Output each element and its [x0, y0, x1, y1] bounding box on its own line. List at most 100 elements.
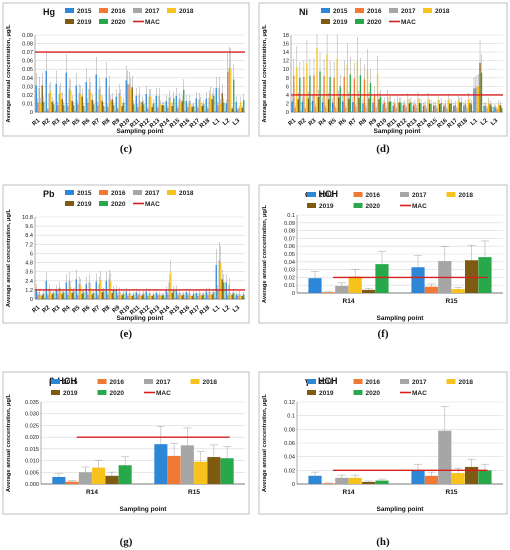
- y-tick-label: 0.08: [22, 42, 33, 48]
- bar-2018-L1: [220, 103, 222, 112]
- bar-2020-R14: [375, 264, 389, 293]
- bar-2019-R3: [61, 293, 63, 299]
- bar-2019-L3: [499, 105, 501, 112]
- bar-2015-R15: [154, 444, 168, 484]
- bar-2015-L2: [483, 106, 485, 112]
- x-axis-label: Sampling point: [377, 506, 425, 513]
- bar-2015-R15: [175, 289, 177, 299]
- y-tick-label: 0.1: [287, 213, 295, 219]
- bar-2015-R14: [308, 278, 322, 293]
- y-tick-label: 0.020: [25, 435, 39, 441]
- bar-2015-R3: [55, 83, 57, 112]
- bar-2018-R9: [120, 96, 122, 112]
- x-tick-label: R8: [102, 305, 112, 315]
- bar-2018-R18: [467, 99, 470, 112]
- bar-2016-R14: [321, 483, 336, 484]
- bar-2018-R1: [40, 295, 42, 299]
- bar-2019-R7: [358, 97, 360, 112]
- bar-2016-R5: [77, 104, 79, 112]
- y-tick-label: 0.025: [25, 423, 39, 429]
- legend-swatch-2020: [99, 201, 108, 206]
- legend-label-2020: 2020: [366, 390, 381, 397]
- legend: 2015 2016 2017 2018 2019 2020 MAC: [65, 8, 194, 26]
- x-tick-label: R6: [82, 305, 92, 315]
- bar-2020-R12: [153, 103, 155, 112]
- y-tick-label: 0.12: [284, 400, 295, 406]
- legend-label-2019: 2019: [319, 203, 334, 210]
- legend-swatch-2020: [353, 203, 363, 208]
- bar-2017-R7: [355, 106, 357, 112]
- bar-2020-R8: [113, 105, 115, 112]
- bar-2018-R1: [40, 102, 42, 112]
- bar-2015-R7: [95, 74, 97, 112]
- legend: 2015 2016 2017 2018 2019 2020 MAC: [321, 8, 450, 26]
- chart-title: Pb: [43, 189, 55, 199]
- x-tick-label: R11: [129, 305, 142, 317]
- bar-2017-R11: [138, 94, 140, 112]
- legend: 2015 2016 2017 2018 2019 2020 MAC: [307, 379, 473, 397]
- bar-2015-R10: [125, 80, 127, 112]
- bar-2015-R18: [205, 291, 207, 299]
- bar-2020-R9: [379, 97, 382, 112]
- bar-2019-R14: [428, 103, 431, 112]
- bar-2020-R7: [359, 75, 362, 112]
- bar-2018-R3: [316, 47, 318, 113]
- bar-2018-R9: [376, 73, 379, 112]
- bar-2018-R17: [457, 100, 459, 112]
- panel-frame: [2, 371, 250, 515]
- bar-2015-R14: [52, 476, 66, 484]
- bar-2018-L3: [498, 104, 500, 112]
- bar-2018-R10: [387, 97, 389, 112]
- bar-2018-L2: [230, 68, 232, 112]
- bar-2015-R4: [65, 72, 67, 112]
- y-axis-label: Average annual concentration, µg/L: [262, 24, 268, 123]
- legend-label-MAC: MAC: [401, 19, 416, 26]
- bar-2017-R18: [208, 291, 210, 299]
- bar-2019-R5: [338, 97, 340, 112]
- x-tick-label: L2: [222, 305, 232, 315]
- bar-2018-R11: [140, 295, 142, 299]
- bar-2018-R14: [427, 99, 429, 112]
- bar-2019-R13: [161, 105, 163, 112]
- bar-2017-L3: [496, 109, 498, 112]
- x-tick-label: R7: [92, 118, 102, 128]
- bar-2019-R15: [438, 103, 441, 112]
- legend-label-2016: 2016: [367, 8, 382, 15]
- bar-2019-R17: [459, 102, 461, 112]
- bar-2019-R16: [191, 295, 193, 299]
- y-tick-label: 4: [286, 93, 289, 99]
- bar-2015-R14: [165, 100, 167, 112]
- bar-2017-R14: [425, 108, 428, 112]
- panel-frame: [2, 184, 250, 324]
- bar-2018-R16: [190, 104, 192, 112]
- y-tick-label: 0.03: [22, 84, 33, 90]
- bar-2017-R17: [456, 108, 458, 112]
- bar-2016-R3: [57, 293, 59, 299]
- bar-2019-R2: [307, 98, 310, 112]
- bar-2020-R4: [73, 105, 75, 112]
- bar-2015-R15: [411, 267, 425, 293]
- legend-label-2015: 2015: [319, 379, 334, 386]
- bar-2018-R14: [170, 101, 172, 112]
- bar-2016-R16: [187, 295, 189, 299]
- bar-2019-R9: [378, 99, 380, 112]
- bar-2017-R14: [168, 282, 170, 299]
- bar-2018-L3: [240, 101, 242, 112]
- bar-2019-R7: [101, 100, 103, 112]
- bar-2016-R15: [177, 295, 179, 299]
- y-tick-label: 0.005: [25, 470, 39, 476]
- legend-swatch-2017: [133, 8, 142, 13]
- bar-2020-R14: [118, 465, 132, 484]
- bar-2020-R7: [103, 106, 105, 112]
- legend: 2015 2016 2017 2018 2019 2020 MAC: [307, 192, 473, 210]
- bar-2020-R3: [63, 292, 65, 299]
- bar-2016-R4: [67, 106, 69, 112]
- bar-2018-R5: [80, 285, 82, 299]
- y-tick-label: 0.06: [22, 59, 33, 65]
- legend-label-2020: 2020: [366, 203, 381, 210]
- chart-title: Ni: [299, 7, 308, 17]
- x-tick-label: R11: [386, 118, 399, 130]
- bar-2016-R14: [424, 104, 426, 112]
- legend-label-MAC: MAC: [145, 201, 160, 208]
- y-tick-label: 7.2: [25, 242, 33, 248]
